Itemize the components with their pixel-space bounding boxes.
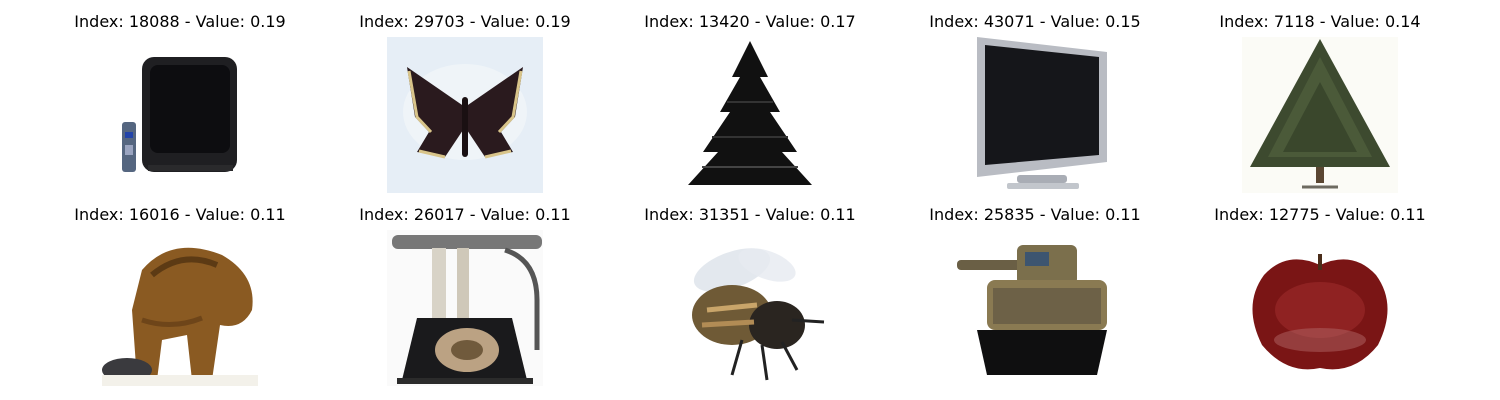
bee-image — [672, 230, 828, 386]
cell-title: Index: 7118 - Value: 0.14 — [1219, 12, 1421, 31]
cell-title: Index: 13420 - Value: 0.17 — [644, 12, 856, 31]
cell-title: Index: 12775 - Value: 0.11 — [1214, 205, 1426, 224]
tank-image — [957, 230, 1113, 386]
telephone-image — [387, 230, 543, 386]
grid-cell: Index: 16016 - Value: 0.11 — [60, 193, 300, 386]
grid-cell: Index: 18088 - Value: 0.19 — [60, 0, 300, 193]
grid-cell: Index: 13420 - Value: 0.17 — [630, 0, 870, 193]
grid-cell: Index: 25835 - Value: 0.11 — [915, 193, 1155, 386]
butterfly-image — [387, 37, 543, 193]
grid-cell: Index: 12775 - Value: 0.11 — [1200, 193, 1440, 386]
cell-title: Index: 29703 - Value: 0.19 — [359, 12, 571, 31]
pine-tree-image — [672, 37, 828, 193]
grid-cell: Index: 43071 - Value: 0.15 — [915, 0, 1155, 193]
cell-title: Index: 25835 - Value: 0.11 — [929, 205, 1141, 224]
cell-title: Index: 18088 - Value: 0.19 — [74, 12, 286, 31]
christmas-tree-image — [1242, 37, 1398, 193]
television-image — [102, 37, 258, 193]
flat-monitor-image — [957, 37, 1113, 193]
cell-title: Index: 43071 - Value: 0.15 — [929, 12, 1141, 31]
cell-title: Index: 26017 - Value: 0.11 — [359, 205, 571, 224]
apple-image — [1242, 230, 1398, 386]
grid-cell: Index: 31351 - Value: 0.11 — [630, 193, 870, 386]
cell-title: Index: 16016 - Value: 0.11 — [74, 205, 286, 224]
grid-cell: Index: 26017 - Value: 0.11 — [345, 193, 585, 386]
grid-cell: Index: 29703 - Value: 0.19 — [345, 0, 585, 193]
grid-cell: Index: 7118 - Value: 0.14 — [1200, 0, 1440, 193]
animal-image — [102, 230, 258, 386]
cell-title: Index: 31351 - Value: 0.11 — [644, 205, 856, 224]
